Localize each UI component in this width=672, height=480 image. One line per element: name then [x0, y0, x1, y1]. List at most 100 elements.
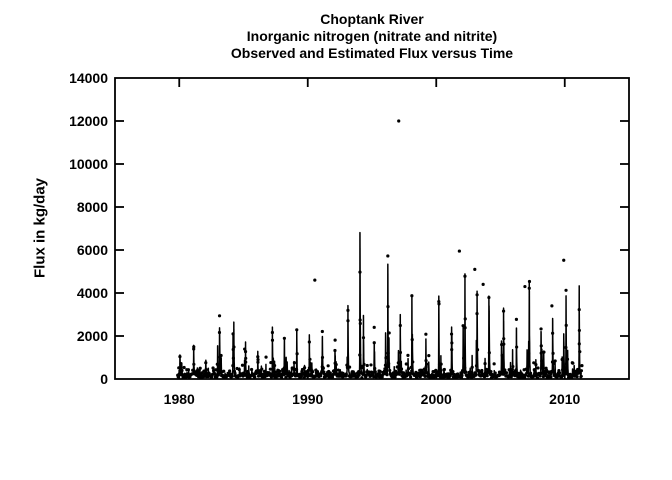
observed-flux-point	[571, 361, 575, 365]
observed-flux-point	[362, 362, 366, 366]
observed-flux-point	[475, 293, 479, 297]
observed-flux-point	[274, 370, 278, 374]
observed-flux-point	[424, 358, 428, 363]
observed-flux-point	[230, 374, 234, 378]
observed-flux-point	[575, 375, 579, 379]
observed-flux-point	[460, 373, 464, 378]
observed-flux-point	[579, 369, 584, 373]
observed-flux-point	[459, 371, 463, 375]
observed-flux-point	[264, 355, 268, 359]
observed-flux-point	[515, 345, 519, 349]
observed-flux-point	[448, 374, 452, 378]
observed-flux-point	[383, 363, 388, 367]
observed-flux-point	[507, 375, 511, 379]
y-tick-label: 8000	[77, 199, 108, 215]
observed-flux-point	[393, 375, 397, 379]
observed-flux-point	[240, 363, 245, 367]
observed-flux-point	[353, 372, 357, 376]
observed-flux-point	[551, 331, 555, 335]
observed-flux-point	[564, 323, 568, 327]
observed-flux-point	[525, 371, 529, 375]
observed-flux-point	[397, 119, 401, 123]
observed-flux-point	[378, 369, 382, 373]
observed-flux-point	[536, 366, 540, 370]
observed-flux-point	[577, 368, 581, 372]
observed-flux-point	[410, 294, 414, 298]
y-tick-label: 2000	[77, 328, 108, 344]
observed-flux-point	[442, 367, 446, 372]
observed-flux-point	[501, 309, 506, 313]
observed-flux-point	[295, 352, 299, 356]
observed-flux-point	[216, 373, 220, 377]
observed-flux-point	[192, 362, 196, 366]
observed-flux-point	[222, 369, 226, 373]
observed-flux-point	[387, 361, 391, 366]
observed-flux-point	[500, 353, 504, 357]
observed-flux-point	[344, 372, 348, 376]
observed-flux-point	[463, 317, 467, 321]
observed-flux-point	[577, 308, 581, 312]
observed-flux-point	[244, 360, 248, 364]
observed-flux-point	[372, 341, 376, 345]
observed-flux-point	[183, 372, 187, 376]
observed-flux-point	[399, 367, 404, 371]
observed-flux-point	[503, 368, 507, 372]
observed-flux-point	[213, 371, 217, 376]
observed-flux-point	[321, 366, 325, 370]
observed-flux-point	[549, 375, 553, 379]
observed-flux-point	[307, 366, 312, 370]
observed-flux-point	[489, 370, 493, 374]
observed-flux-point	[269, 360, 273, 365]
observed-flux-point	[320, 355, 325, 360]
observed-flux-point	[578, 350, 582, 354]
observed-flux-point	[463, 274, 467, 278]
observed-flux-point	[450, 348, 454, 352]
observed-flux-point	[270, 372, 274, 377]
observed-flux-point	[408, 372, 412, 377]
observed-flux-point	[395, 365, 399, 369]
observed-flux-point	[538, 374, 542, 378]
observed-flux-point	[470, 365, 474, 369]
observed-flux-point	[292, 361, 297, 365]
observed-flux-point	[232, 345, 236, 349]
observed-flux-point	[560, 357, 564, 362]
observed-flux-point	[320, 329, 324, 334]
observed-flux-point	[295, 328, 299, 332]
observed-flux-point	[562, 258, 566, 262]
observed-flux-point	[260, 367, 264, 371]
observed-flux-point	[540, 359, 544, 363]
observed-flux-point	[397, 372, 401, 376]
observed-flux-point	[204, 361, 208, 365]
observed-flux-point	[365, 363, 369, 368]
observed-flux-point	[485, 374, 489, 378]
observed-flux-point	[347, 365, 352, 369]
observed-flux-point	[462, 356, 466, 360]
observed-flux-point	[425, 362, 429, 366]
observed-flux-point	[528, 371, 533, 375]
observed-flux-point	[358, 318, 362, 322]
observed-flux-point	[424, 365, 428, 369]
observed-flux-point	[578, 371, 582, 375]
x-tick-label: 2000	[421, 391, 452, 407]
observed-flux-point	[303, 366, 307, 370]
observed-flux-point	[358, 270, 362, 274]
x-tick-label: 1990	[292, 391, 323, 407]
observed-flux-point	[231, 347, 235, 352]
observed-flux-point	[463, 326, 467, 330]
observed-flux-point	[291, 372, 295, 376]
observed-flux-point	[326, 364, 330, 368]
observed-flux-point	[511, 364, 515, 369]
plot-box	[114, 77, 630, 380]
observed-flux-point	[451, 370, 455, 374]
observed-flux-point	[475, 312, 479, 316]
observed-flux-point	[359, 370, 363, 375]
observed-flux-point	[502, 342, 506, 346]
observed-flux-point	[475, 348, 480, 352]
observed-flux-point	[579, 375, 583, 379]
observed-flux-point	[361, 366, 365, 370]
observed-flux-point	[228, 369, 232, 373]
x-tick-label: 1980	[164, 391, 195, 407]
observed-flux-point	[527, 279, 532, 284]
observed-flux-point	[457, 249, 461, 253]
observed-flux-point	[268, 367, 272, 371]
